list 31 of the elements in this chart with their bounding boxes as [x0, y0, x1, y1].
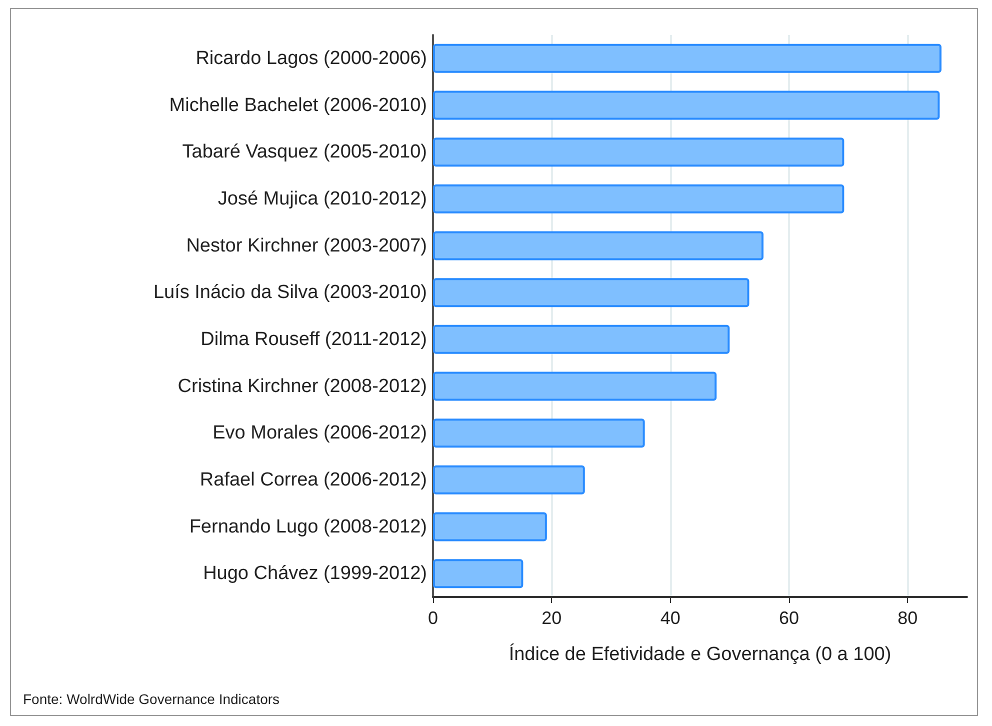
bar [433, 372, 717, 401]
y-tick-label: Michelle Bachelet (2006-2010) [169, 94, 427, 116]
y-tick-label: Rafael Correa (2006-2012) [200, 469, 427, 490]
bar [433, 324, 730, 354]
y-tick-label: Luís Inácio da Silva (2003-2010) [153, 282, 427, 304]
bar [433, 231, 764, 260]
x-tick-label: 20 [542, 608, 562, 628]
bar [433, 465, 585, 494]
y-tick-label: Cristina Kirchner (2008-2012) [178, 376, 427, 397]
y-tick-label: Nestor Kirchner (2003-2007) [186, 235, 427, 256]
bar [433, 418, 645, 448]
x-tick-label: 40 [660, 608, 680, 628]
y-tick-label: Tabaré Vasquez (2005-2010) [182, 142, 427, 163]
y-tick-label: Evo Morales (2006-2012) [212, 422, 427, 444]
bar [433, 278, 750, 308]
bar [433, 184, 844, 214]
y-tick-label: José Mujica (2010-2012) [218, 188, 427, 210]
y-tick-label: Ricardo Lagos (2000-2006) [196, 48, 427, 69]
bar [433, 90, 940, 120]
y-tick-label: Hugo Chávez (1999-2012) [203, 563, 427, 584]
bar [433, 138, 844, 167]
x-tick-label: 60 [778, 608, 800, 628]
x-tick-label: 80 [898, 608, 918, 628]
y-tick-label: Dilma Rouseff (2011-2012) [200, 328, 427, 350]
bar [433, 512, 547, 542]
x-tick-label: 0 [428, 608, 438, 628]
bar [433, 44, 942, 73]
y-tick-label: Fernando Lugo (2008-2012) [189, 516, 427, 538]
source-note: Fonte: WolrdWide Governance Indicators [23, 691, 280, 707]
bar [433, 559, 524, 588]
x-axis-title: Índice de Efetividade e Governança (0 a 100) [508, 643, 892, 665]
